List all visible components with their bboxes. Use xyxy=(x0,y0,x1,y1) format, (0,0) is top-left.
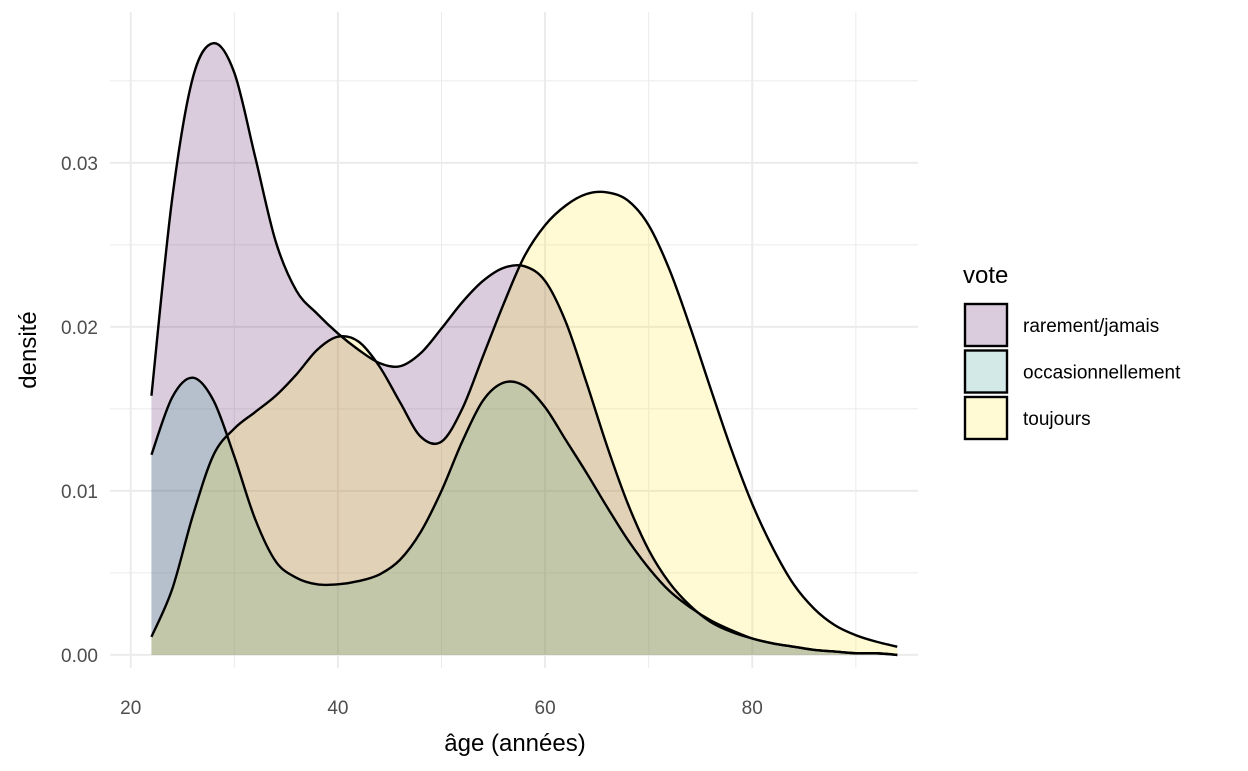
legend: vote rarement/jamais occasionnellement tou… xyxy=(963,262,1181,441)
legend-key xyxy=(963,349,1009,394)
legend-key xyxy=(963,302,1009,348)
legend-items: rarement/jamais occasionnellement toujours xyxy=(963,302,1181,441)
y-tick-label: 0.03 xyxy=(61,154,98,175)
y-tick-label: 0.00 xyxy=(61,646,98,667)
y-axis-title: densité xyxy=(15,311,42,388)
x-tick-label: 40 xyxy=(327,698,348,719)
x-tick-label: 60 xyxy=(535,698,556,719)
legend-title: vote xyxy=(963,262,1008,289)
density-area-toujours xyxy=(151,191,898,655)
x-axis-ticks: 20 40 60 80 xyxy=(120,698,763,719)
density-area-rarement-jamais xyxy=(151,43,898,655)
legend-label: occasionnellement xyxy=(1023,363,1181,384)
density-lines xyxy=(150,41,898,657)
x-tick-label: 80 xyxy=(742,698,763,719)
x-tick-label: 20 xyxy=(120,698,141,719)
legend-key xyxy=(963,395,1009,441)
density-area-occasionnellement xyxy=(151,377,898,655)
y-axis-ticks: 0.00 0.01 0.02 0.03 xyxy=(61,154,98,667)
legend-label: toujours xyxy=(1023,409,1091,430)
density-areas xyxy=(151,43,898,655)
legend-key-background xyxy=(965,350,1007,393)
legend-label: rarement/jamais xyxy=(1023,316,1159,337)
y-tick-label: 0.01 xyxy=(61,482,98,503)
x-axis-title: âge (années) xyxy=(444,730,585,757)
density-line-occasionnellement xyxy=(150,376,898,657)
y-tick-label: 0.02 xyxy=(61,318,98,339)
legend-key-background xyxy=(965,397,1007,439)
density-line-toujours xyxy=(150,190,898,648)
legend-key-background xyxy=(965,304,1007,346)
